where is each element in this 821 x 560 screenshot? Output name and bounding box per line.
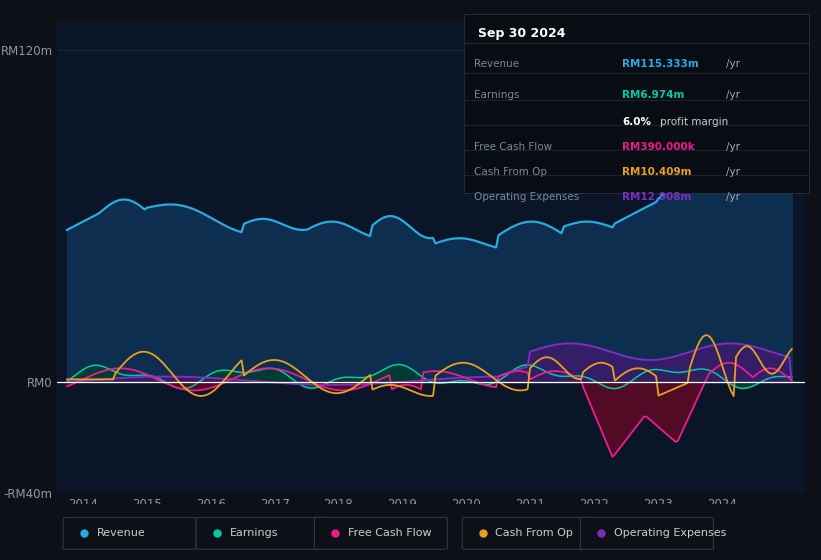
- FancyBboxPatch shape: [196, 517, 329, 549]
- FancyBboxPatch shape: [63, 517, 196, 549]
- FancyBboxPatch shape: [580, 517, 713, 549]
- FancyBboxPatch shape: [462, 517, 595, 549]
- Text: Free Cash Flow: Free Cash Flow: [475, 142, 553, 152]
- Text: Earnings: Earnings: [475, 90, 520, 100]
- Text: RM12.908m: RM12.908m: [622, 192, 692, 202]
- Text: Operating Expenses: Operating Expenses: [613, 529, 726, 538]
- Text: Revenue: Revenue: [97, 529, 145, 538]
- Point: [785, 52, 798, 61]
- Text: Cash From Op: Cash From Op: [475, 167, 548, 177]
- Text: /yr: /yr: [726, 167, 740, 177]
- Text: /yr: /yr: [726, 90, 740, 100]
- Text: /yr: /yr: [726, 142, 740, 152]
- Text: RM115.333m: RM115.333m: [622, 59, 699, 69]
- Text: Free Cash Flow: Free Cash Flow: [348, 529, 431, 538]
- Text: RM6.974m: RM6.974m: [622, 90, 685, 100]
- Text: RM390.000k: RM390.000k: [622, 142, 695, 152]
- Text: 6.0%: 6.0%: [622, 116, 652, 127]
- Text: Earnings: Earnings: [230, 529, 278, 538]
- Text: Cash From Op: Cash From Op: [496, 529, 573, 538]
- Text: Operating Expenses: Operating Expenses: [475, 192, 580, 202]
- FancyBboxPatch shape: [314, 517, 447, 549]
- Text: /yr: /yr: [726, 59, 740, 69]
- Text: /yr: /yr: [726, 192, 740, 202]
- Text: RM10.409m: RM10.409m: [622, 167, 692, 177]
- Text: Sep 30 2024: Sep 30 2024: [478, 26, 565, 40]
- Text: Revenue: Revenue: [475, 59, 520, 69]
- Text: profit margin: profit margin: [660, 116, 729, 127]
